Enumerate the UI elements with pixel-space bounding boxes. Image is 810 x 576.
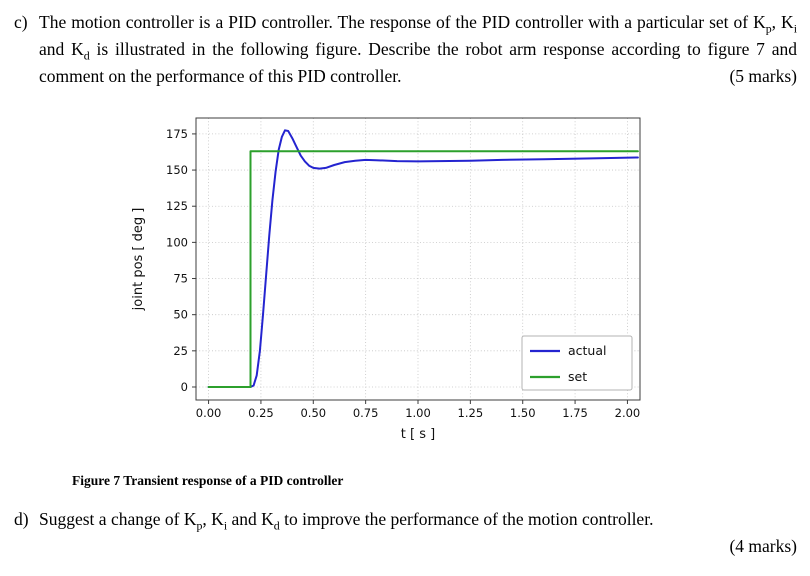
question-c-part2: , K xyxy=(771,12,794,32)
question-d-part4: to improve the performance of the motion… xyxy=(279,509,654,529)
question-c-label: c) xyxy=(14,12,28,32)
series-set-line xyxy=(207,150,639,388)
x-tick-label: 1.50 xyxy=(510,406,536,420)
question-d-marks: (4 marks) xyxy=(729,536,797,556)
y-axis-label: joint pos [ deg ] xyxy=(131,208,146,312)
figure-7: 0.00 0.25 0.50 0.75 1.00 1.25 1.50 1.75 2.00 0 25 5… xyxy=(126,104,797,452)
x-tick-label: 0.00 xyxy=(196,406,222,420)
question-c-marks: (5 marks) xyxy=(729,66,797,86)
exam-page: c) The motion controller is a PID contro… xyxy=(14,9,797,560)
question-d-text: Suggest a change of Kp, Ki and Kd to imp… xyxy=(39,506,797,560)
question-d-part1: Suggest a change of K xyxy=(39,509,197,529)
question-c: c) The motion controller is a PID contro… xyxy=(14,9,797,90)
x-axis-label: t [ s ] xyxy=(401,427,435,442)
x-tick-label: 0.25 xyxy=(248,406,274,420)
series-actual-line xyxy=(207,129,639,388)
y-tick-label: 25 xyxy=(173,344,188,358)
legend-label-set: set xyxy=(568,369,587,384)
question-c-part3: and K xyxy=(39,39,84,59)
x-tick-label: 1.75 xyxy=(562,406,588,420)
y-tick-label: 150 xyxy=(166,163,188,177)
y-tick-label: 75 xyxy=(173,272,188,286)
question-d-part2: , K xyxy=(202,509,224,529)
question-c-part4: is illustrated in the following figure. … xyxy=(39,39,798,86)
question-d-sub-p: p xyxy=(196,518,203,533)
question-d-label: d) xyxy=(14,509,29,529)
pid-response-chart: 0.00 0.25 0.50 0.75 1.00 1.25 1.50 1.75 2.00 0 25 5… xyxy=(131,117,641,442)
y-tick-label: 125 xyxy=(166,199,188,213)
y-tick-label: 175 xyxy=(166,127,188,141)
figure-7-caption: Figure 7 Transient response of a PID con… xyxy=(72,473,344,488)
x-tick-label: 0.75 xyxy=(353,406,379,420)
y-tick-label: 100 xyxy=(166,235,188,249)
question-d-sub-i: i xyxy=(223,518,228,533)
question-c-text: The motion controller is a PID controlle… xyxy=(39,9,797,90)
x-tick-label: 0.50 xyxy=(300,406,326,420)
x-tick-label: 2.00 xyxy=(615,406,641,420)
question-c-sub-i: i xyxy=(793,21,797,36)
x-tick-label: 1.00 xyxy=(405,406,431,420)
question-c-part1: The motion controller is a PID controlle… xyxy=(39,12,766,32)
legend-label-actual: actual xyxy=(568,343,607,358)
question-d: d) Suggest a change of Kp, Ki and Kd to … xyxy=(14,506,797,560)
question-d-sub-d: d xyxy=(273,518,280,533)
question-c-sub-p: p xyxy=(765,21,772,36)
question-d-part3: and K xyxy=(227,509,274,529)
y-tick-label: 50 xyxy=(173,308,188,322)
question-c-sub-d: d xyxy=(83,48,90,63)
y-tick-label: 0 xyxy=(181,380,188,394)
x-tick-label: 1.25 xyxy=(458,406,484,420)
